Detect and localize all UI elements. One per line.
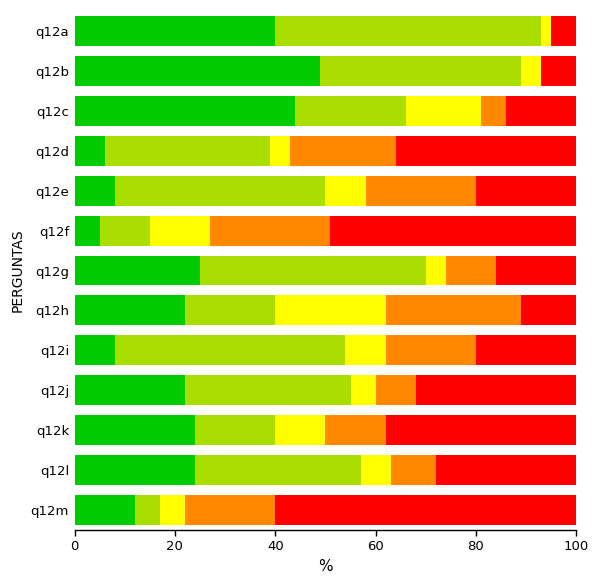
- Bar: [195, 415, 275, 445]
- Bar: [210, 216, 331, 246]
- Bar: [74, 16, 275, 46]
- Bar: [416, 375, 576, 405]
- Bar: [496, 256, 576, 285]
- Bar: [386, 335, 476, 365]
- Bar: [506, 96, 576, 126]
- Bar: [195, 455, 361, 485]
- Bar: [295, 96, 406, 126]
- Bar: [74, 415, 195, 445]
- Bar: [541, 16, 551, 46]
- Bar: [74, 136, 104, 166]
- Bar: [185, 495, 275, 525]
- Bar: [74, 96, 295, 126]
- Bar: [270, 136, 290, 166]
- Bar: [74, 216, 100, 246]
- Bar: [74, 56, 320, 86]
- Bar: [365, 176, 476, 206]
- Bar: [74, 295, 185, 325]
- Bar: [350, 375, 376, 405]
- Bar: [275, 295, 386, 325]
- Bar: [446, 256, 496, 285]
- Bar: [74, 455, 195, 485]
- Bar: [200, 256, 426, 285]
- Bar: [104, 136, 270, 166]
- Bar: [275, 495, 576, 525]
- Bar: [376, 375, 416, 405]
- Bar: [521, 295, 576, 325]
- Bar: [185, 375, 350, 405]
- Bar: [275, 415, 325, 445]
- Y-axis label: PERGUNTAS: PERGUNTAS: [11, 229, 25, 312]
- Bar: [74, 176, 115, 206]
- Bar: [386, 295, 521, 325]
- Bar: [481, 96, 506, 126]
- Bar: [275, 16, 541, 46]
- Bar: [391, 455, 436, 485]
- Bar: [115, 335, 346, 365]
- Bar: [100, 216, 150, 246]
- Bar: [160, 495, 185, 525]
- Bar: [74, 256, 200, 285]
- Bar: [436, 455, 576, 485]
- Bar: [406, 96, 481, 126]
- Bar: [551, 16, 576, 46]
- Bar: [325, 415, 386, 445]
- X-axis label: %: %: [318, 559, 333, 574]
- Bar: [290, 136, 395, 166]
- Bar: [521, 56, 541, 86]
- Bar: [331, 216, 576, 246]
- Bar: [395, 136, 576, 166]
- Bar: [320, 56, 521, 86]
- Bar: [135, 495, 160, 525]
- Bar: [426, 256, 446, 285]
- Bar: [74, 335, 115, 365]
- Bar: [476, 176, 576, 206]
- Bar: [325, 176, 365, 206]
- Bar: [74, 495, 135, 525]
- Bar: [74, 375, 185, 405]
- Bar: [150, 216, 210, 246]
- Bar: [476, 335, 576, 365]
- Bar: [386, 415, 576, 445]
- Bar: [541, 56, 576, 86]
- Bar: [185, 295, 275, 325]
- Bar: [115, 176, 325, 206]
- Bar: [361, 455, 391, 485]
- Bar: [346, 335, 386, 365]
